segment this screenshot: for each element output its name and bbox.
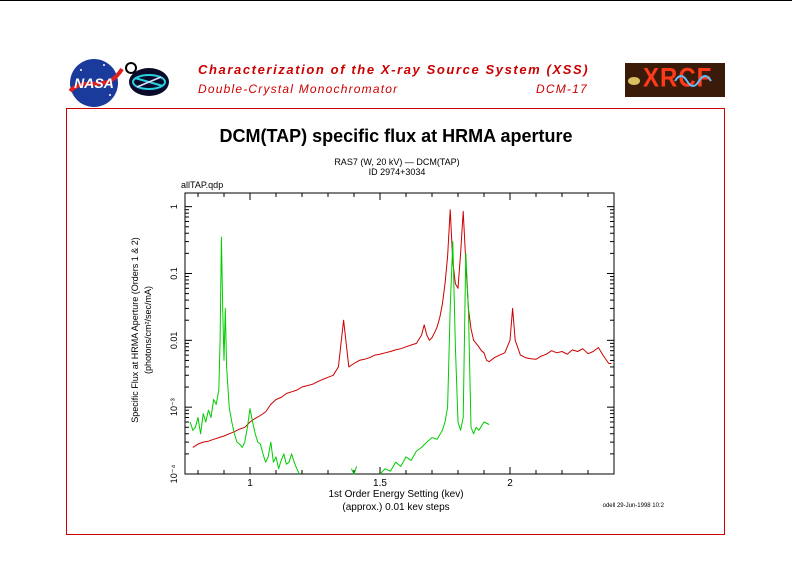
series-1-line-2 xyxy=(379,241,490,475)
footer-note: odell 29-Jun-1998 10:2 xyxy=(603,503,665,509)
header-subtitle: Double-Crystal Monochromator xyxy=(198,82,399,96)
figure-panel xyxy=(66,108,725,535)
chart-title: DCM(TAP) specific flux at HRMA aperture xyxy=(219,126,572,146)
header-title: Characterization of the X-ray Source Sys… xyxy=(198,62,590,77)
x-tick-label: 2 xyxy=(507,478,513,489)
x-axis-label: 1st Order Energy Setting (kev) xyxy=(328,489,463,500)
y-tick-label: 0.1 xyxy=(169,267,179,280)
chart-subtitle-line-2: ID 2974+3034 xyxy=(369,167,426,177)
series-0-line-0 xyxy=(192,209,612,448)
plot-frame xyxy=(184,192,615,475)
top-rule xyxy=(0,0,792,1)
series-1-line-1 xyxy=(350,466,358,475)
y-tick-label: 1 xyxy=(169,204,179,209)
nasa-logo: NASA xyxy=(68,59,124,107)
y-tick-label: 10⁻³ xyxy=(169,398,179,416)
header-code: DCM-17 xyxy=(536,82,588,96)
chart-file-label: allTAP.qdp xyxy=(181,180,223,190)
xrcf-logo: XRCF xyxy=(625,63,725,97)
y-tick-label: 10⁻⁴ xyxy=(169,465,179,484)
chart-subtitle-line-1: RAS7 (W, 20 kV) — DCM(TAP) xyxy=(334,157,459,167)
svg-text:NASA: NASA xyxy=(74,75,114,91)
y-tick-label: 0.01 xyxy=(169,332,179,350)
xrcf-beam-icon xyxy=(628,75,712,87)
x-axis-sublabel: (approx.) 0.01 kev steps xyxy=(342,502,449,513)
x-tick-label: 1.5 xyxy=(373,478,387,489)
y-axis-label-line-1: Specific Flux at HRMA Aperture (Orders 1… xyxy=(130,237,140,423)
y-axis-label-line-2: (photons/cm²/sec/mA) xyxy=(143,286,153,374)
mission-logo xyxy=(125,62,169,96)
series-1-line-0 xyxy=(189,236,300,475)
x-tick-label: 1 xyxy=(247,478,253,489)
